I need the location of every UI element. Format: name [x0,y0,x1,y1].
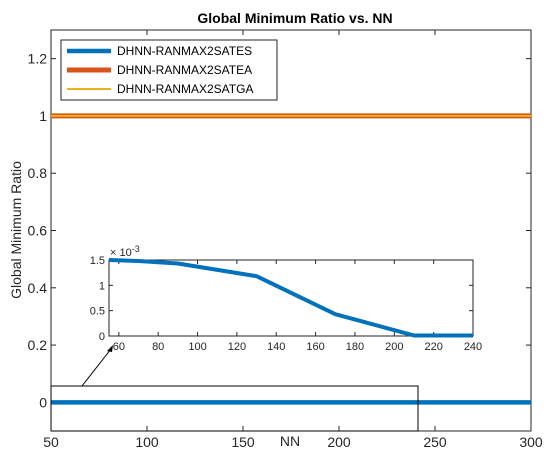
x-tick-label: 250 [423,434,447,450]
inset-x-tick-label: 120 [228,341,246,353]
inset-y-exponent-power: -3 [132,244,140,254]
y-tick-label: 0.6 [28,223,48,239]
x-axis-label: NN [280,433,300,449]
zoom-arrow-line [81,348,112,387]
y-tick-label: 1 [39,108,47,124]
inset-x-tick-label: 220 [424,341,442,353]
zoom-region-box [50,385,419,432]
x-tick-label: 100 [135,434,159,450]
y-tick-label: 0.2 [28,337,48,353]
y-tick-label: 0 [39,394,47,410]
inset-y-tick-label: 1 [99,280,105,292]
inset-plot-area [108,259,474,337]
chart-title: Global Minimum Ratio vs. NN [197,10,392,26]
inset-x-tick-label: 240 [464,341,482,353]
y-tick-label: 1.2 [28,51,48,67]
inset-x-tick-label: 80 [152,341,164,353]
inset-y-tick-label: 1.5 [90,255,105,267]
inset-x-tick-label: 180 [346,341,364,353]
inset-x-tick-label: 160 [306,341,324,353]
inset-series-line [108,258,473,338]
inset-y-tick-label: 0 [99,331,105,343]
x-tick-label: 200 [327,434,351,450]
inset-x-tick-label: 100 [188,341,206,353]
y-tick-label: 0.4 [28,280,48,296]
legend-label: DHNN-RANMAX2SATEA [117,63,252,77]
y-tick-label: 0.8 [28,165,48,181]
legend-label: DHNN-RANMAX2SATGA [117,82,253,96]
legend-label: DHNN-RANMAX2SATES [117,44,252,58]
inset-y-tick-label: 0.5 [90,306,105,318]
y-axis-label: Global Minimum Ratio [8,161,24,299]
x-tick-label: 150 [231,434,255,450]
legend: DHNN-RANMAX2SATES DHNN-RANMAX2SATEA DHNN-R… [60,39,278,101]
inset-x-tick-label: 60 [113,341,125,353]
inset-x-tick-label: 140 [267,341,285,353]
inset-x-tick-label: 200 [385,341,403,353]
x-tick-label: 50 [43,434,59,450]
zoom-arrow-head [107,345,113,352]
x-tick-label: 300 [519,434,543,450]
